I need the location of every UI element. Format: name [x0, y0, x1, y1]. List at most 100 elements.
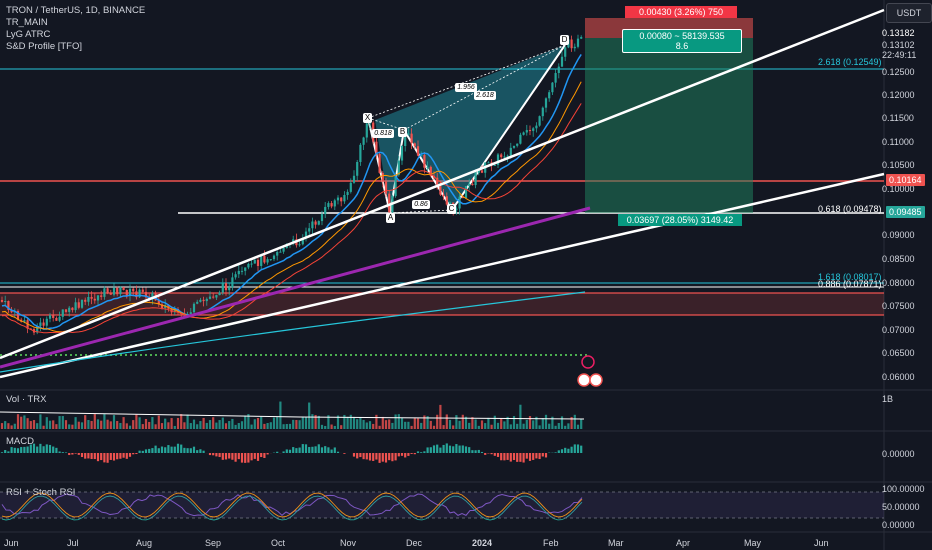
price-tick: 0.06000 — [882, 372, 915, 382]
macd-bar — [173, 446, 176, 453]
symbol-title[interactable]: TRON / TetherUS, 1D, BINANCE — [6, 5, 146, 16]
risk-reward-line-1: 0.00080 ~ 58139.535 — [639, 31, 725, 41]
volume-bar — [372, 423, 375, 429]
macd-bar — [36, 446, 39, 453]
macd-bar — [407, 453, 410, 456]
candle-body — [503, 156, 506, 158]
volume-bar — [36, 423, 39, 429]
risk-reward-line-2: 8.6 — [675, 41, 689, 51]
currency-button[interactable]: USDT — [886, 3, 932, 23]
macd-bar — [71, 453, 74, 455]
macd-bar — [250, 453, 253, 461]
fib-0618-label: 0.618 (0.09478) — [818, 204, 882, 214]
us-flag-event-icon[interactable] — [577, 373, 591, 387]
volume-bar — [500, 418, 503, 429]
volume-ma-line — [0, 411, 585, 420]
volume-bar — [128, 425, 132, 429]
volume-bar — [77, 421, 80, 429]
volume-bar — [448, 419, 452, 429]
stop-loss-label[interactable]: 0.00430 (3.26%) 750 — [625, 6, 737, 18]
candle-body — [532, 128, 535, 131]
candle-body — [349, 182, 352, 192]
candle-body — [279, 251, 282, 253]
macd-bar — [528, 453, 532, 461]
risk-reward-label[interactable]: 0.00080 ~ 58139.535 8.6 — [622, 29, 742, 53]
volume-bar — [493, 415, 496, 429]
price-tick: 0.08500 — [882, 254, 915, 264]
macd-bar — [10, 447, 13, 453]
macd-bar — [128, 453, 132, 457]
macd-bar — [112, 453, 116, 461]
volume-bar — [468, 422, 471, 429]
volume-bar — [13, 423, 16, 429]
macd-bar — [471, 450, 474, 453]
macd-bar — [352, 453, 356, 457]
indicator-label-lyg-atrc[interactable]: LyG ATRC — [6, 29, 51, 40]
macd-bar — [343, 453, 346, 454]
lower-trend-line[interactable] — [0, 172, 885, 379]
harmonic-point-x: X — [363, 113, 372, 123]
volume-bar — [253, 419, 256, 429]
volume-bar — [96, 419, 100, 429]
candle-body — [61, 309, 64, 317]
macd-bar — [560, 449, 564, 453]
candle-body — [413, 143, 416, 147]
candle-body — [519, 134, 522, 144]
volume-bar — [506, 416, 509, 429]
price-tick: 0.11500 — [882, 113, 914, 123]
lightning-event-icon[interactable] — [581, 355, 595, 369]
macd-bar — [420, 452, 423, 453]
volume-bar — [516, 423, 519, 429]
macd-bar — [247, 453, 250, 463]
volume-bar — [103, 414, 106, 429]
candle-body — [407, 133, 410, 135]
volume-bar — [224, 423, 228, 429]
indicator-label-tr-main[interactable]: TR_MAIN — [6, 17, 48, 28]
macd-bar — [484, 453, 487, 455]
candle-body — [151, 293, 154, 300]
volume-bar — [39, 414, 42, 429]
volume-bar — [205, 422, 208, 429]
candle-body — [404, 133, 407, 147]
volume-pane-title[interactable]: Vol · TRX — [6, 394, 47, 405]
volume-bar — [375, 414, 378, 429]
volume-bar — [279, 401, 282, 429]
macd-bar — [87, 453, 90, 459]
candle-body — [356, 161, 359, 176]
target-label[interactable]: 0.03697 (28.05%) 3149.42 — [618, 214, 742, 226]
volume-bar — [445, 414, 448, 429]
macd-histogram — [0, 443, 583, 463]
macd-pane-title[interactable]: MACD — [6, 436, 34, 447]
candle-body — [317, 221, 320, 225]
rsi-pane-title[interactable]: RSI + Stoch RSI — [6, 487, 76, 498]
volume-bar — [420, 422, 423, 429]
macd-bar — [506, 453, 509, 460]
macd-axis-label: 0.00000 — [882, 449, 915, 459]
macd-bar — [541, 453, 544, 457]
price-tick: 0.12000 — [882, 90, 915, 100]
macd-bar — [154, 445, 157, 453]
macd-bar — [468, 447, 471, 453]
macd-bar — [116, 453, 119, 460]
candle-body — [375, 141, 378, 154]
volume-bar — [256, 418, 260, 429]
volume-bar — [400, 417, 404, 429]
macd-bar — [151, 448, 154, 453]
volume-bar — [394, 414, 397, 429]
volume-bar — [237, 423, 240, 429]
volume-bar — [413, 418, 416, 429]
macd-bar — [231, 453, 234, 460]
candle-body — [298, 244, 301, 246]
macd-bar — [276, 451, 279, 453]
long-ma-purple — [0, 206, 591, 369]
macd-bar — [436, 444, 439, 453]
upper-trend-line[interactable] — [0, 8, 885, 360]
volume-bar — [266, 423, 269, 429]
us-flag-event-icon[interactable] — [589, 373, 603, 387]
macd-bar — [445, 443, 448, 453]
volume-bar — [173, 425, 176, 429]
macd-bar — [237, 453, 240, 460]
macd-bar — [199, 449, 202, 453]
indicator-label-sd-profile[interactable]: S&D Profile [TFO] — [6, 41, 83, 52]
